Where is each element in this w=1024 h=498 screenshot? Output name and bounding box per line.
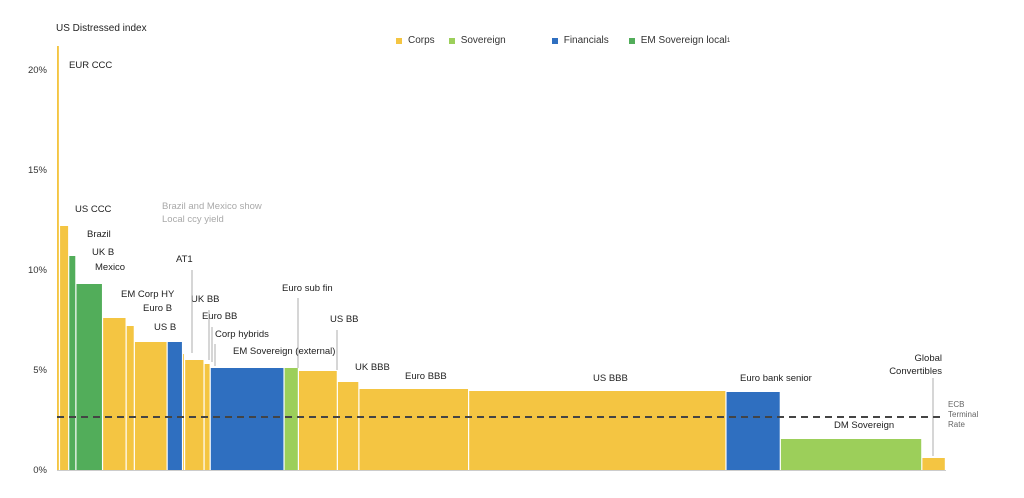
legend: Corps Sovereign Financials EM Sovereign … — [396, 35, 744, 46]
ecb-label-line-3: Rate — [948, 420, 965, 429]
y-tick-label: 20% — [28, 65, 48, 76]
bar — [183, 354, 184, 470]
ecb-label-line-2: Terminal — [948, 410, 979, 419]
bar-label: US B — [154, 322, 176, 333]
bar — [126, 326, 134, 470]
bar — [76, 284, 102, 470]
y-tick-label: 15% — [28, 165, 48, 176]
bar-label: US BBB — [593, 373, 628, 384]
bar-label: US BB — [330, 314, 359, 325]
annotation-note: Brazil and Mexico show Local ccy yield — [162, 200, 272, 226]
bar-label: EM Corp HY — [121, 289, 175, 300]
bar-label: Convertibles — [889, 366, 942, 377]
y-tick-label: 5% — [33, 365, 47, 376]
bar-label: Euro B — [143, 303, 172, 314]
bar-label: EM Sovereign (external) — [233, 346, 335, 357]
legend-swatch-financials — [551, 37, 558, 44]
bar-label: UK BB — [191, 294, 220, 305]
y-axis-title: US Distressed index — [56, 23, 147, 34]
bar-label: UK BBB — [355, 362, 390, 373]
legend-superscript: 1 — [726, 37, 731, 44]
bar-label: EUR CCC — [69, 60, 112, 71]
legend-swatch-em-sovereign-local — [628, 37, 635, 44]
ecb-label-line-1: ECB — [948, 400, 965, 409]
legend-item-em-sovereign-local: EM Sovereign local 1 — [628, 35, 731, 46]
bar-label: Euro bank senior — [740, 373, 812, 384]
bar — [726, 392, 780, 470]
bar-label: US CCC — [75, 204, 112, 215]
bar-label: Euro BB — [202, 311, 237, 322]
legend-item-financials: Financials — [551, 35, 609, 46]
bar — [103, 318, 126, 470]
bar-label: Brazil — [87, 229, 111, 240]
bar — [167, 342, 182, 470]
bar-label: AT1 — [176, 254, 193, 265]
bar-label: Global — [915, 353, 942, 364]
bar-label: DM Sovereign — [834, 420, 894, 431]
bar — [337, 382, 359, 470]
legend-item-sovereign: Sovereign — [448, 35, 506, 46]
bar-label: UK B — [92, 247, 114, 258]
ecb-terminal-rate-label: ECB Terminal Rate — [948, 400, 978, 430]
annotation-line-2: Local ccy yield — [162, 214, 224, 225]
bar-label: Mexico — [95, 262, 125, 273]
bar — [60, 226, 69, 470]
legend-label-em-sovereign-local: EM Sovereign local — [640, 35, 727, 46]
bar — [185, 360, 204, 470]
bar — [210, 368, 284, 470]
legend-item-corps: Corps — [396, 35, 435, 46]
bar-label: Euro sub fin — [282, 283, 333, 294]
legend-label-financials: Financials — [563, 35, 609, 46]
bar — [469, 391, 726, 470]
legend-label-sovereign: Sovereign — [460, 35, 506, 46]
bar — [284, 368, 298, 470]
y-tick-label: 0% — [33, 465, 47, 476]
legend-label-corps: Corps — [408, 35, 435, 46]
bar — [359, 389, 469, 470]
legend-swatch-sovereign — [448, 37, 455, 44]
annotation-line-1: Brazil and Mexico show — [162, 201, 262, 212]
bar-label: Euro BBB — [405, 371, 447, 382]
y-tick-label: 10% — [28, 265, 48, 276]
bar — [134, 342, 167, 470]
bar — [298, 371, 337, 470]
bar-label: Corp hybrids — [215, 329, 269, 340]
bar — [780, 439, 922, 470]
bar — [57, 46, 59, 470]
bar — [922, 458, 945, 470]
legend-swatch-corps — [396, 37, 402, 44]
bar — [69, 256, 76, 470]
